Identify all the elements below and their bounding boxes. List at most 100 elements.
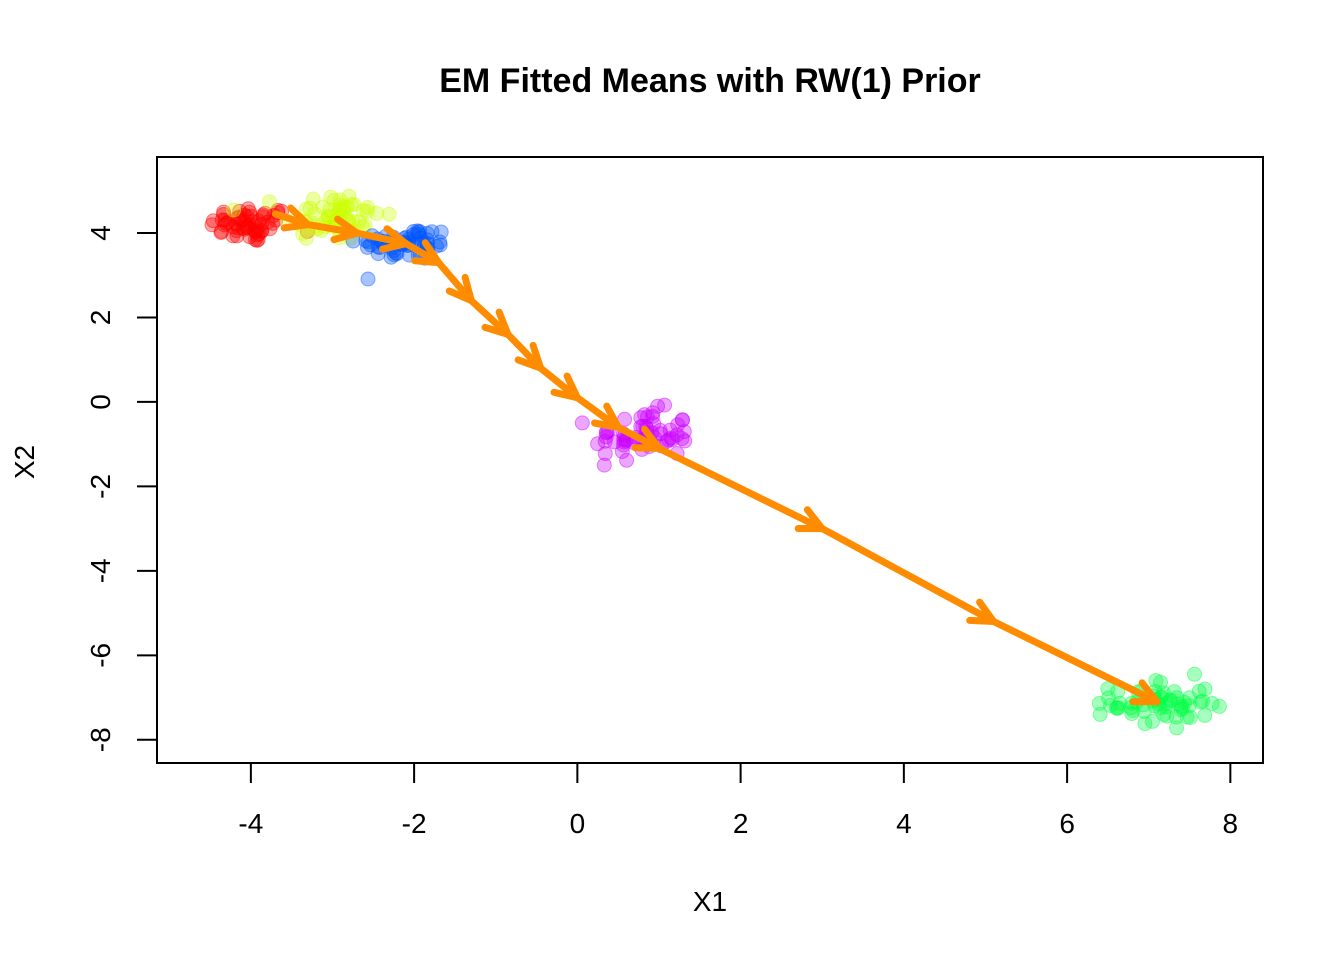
data-point xyxy=(1110,700,1126,716)
data-point xyxy=(663,430,679,446)
x-tick-label: 4 xyxy=(896,808,912,839)
data-point xyxy=(662,422,678,438)
data-point xyxy=(322,202,337,218)
data-point xyxy=(247,223,262,238)
data-point xyxy=(231,209,247,225)
data-point xyxy=(1092,706,1108,722)
data-point xyxy=(383,249,399,265)
data-point xyxy=(315,199,331,215)
data-point xyxy=(433,224,449,240)
data-point xyxy=(1182,690,1198,706)
data-point xyxy=(226,202,242,218)
data-point xyxy=(1181,698,1197,714)
data-point xyxy=(657,397,673,413)
data-point xyxy=(214,212,230,228)
x-tick-label: 0 xyxy=(570,808,586,839)
data-point xyxy=(1173,698,1189,714)
data-point xyxy=(406,224,421,239)
data-point xyxy=(251,213,267,229)
data-point xyxy=(251,226,267,242)
data-point xyxy=(410,223,425,239)
y-tick-label: -2 xyxy=(85,474,116,499)
data-point xyxy=(598,429,614,445)
data-point xyxy=(225,228,241,244)
mean-path-segment xyxy=(573,394,622,431)
data-point xyxy=(659,433,675,449)
data-point xyxy=(653,426,669,442)
mean-path-segment xyxy=(353,229,410,248)
mean-path-segment xyxy=(818,525,998,625)
data-point xyxy=(335,203,351,219)
data-point xyxy=(412,224,428,239)
data-point xyxy=(242,229,258,245)
data-point xyxy=(597,446,613,462)
data-point xyxy=(1101,690,1116,706)
data-point xyxy=(637,407,653,423)
data-point xyxy=(228,216,244,232)
data-point xyxy=(1156,707,1172,722)
data-point xyxy=(249,222,265,238)
data-point xyxy=(229,210,245,226)
data-point xyxy=(360,239,375,255)
data-point xyxy=(332,192,348,208)
data-point xyxy=(1162,692,1178,708)
data-point xyxy=(244,213,260,229)
y-axis: -8 -6 -4 -2 0 2 4 xyxy=(85,225,158,752)
data-point xyxy=(1193,694,1209,710)
data-point xyxy=(369,205,385,221)
data-point xyxy=(675,412,690,428)
data-point xyxy=(1100,681,1116,697)
data-point xyxy=(1179,709,1195,725)
data-point xyxy=(1168,709,1184,725)
data-point xyxy=(1197,707,1213,723)
data-point xyxy=(265,215,281,231)
data-point xyxy=(1191,683,1207,699)
data-point xyxy=(307,206,323,222)
data-point xyxy=(205,213,221,229)
data-point xyxy=(298,230,314,246)
data-point xyxy=(1158,699,1174,715)
chart-title: EM Fitted Means with RW(1) Prior xyxy=(439,62,981,100)
x-tick-label: 6 xyxy=(1059,808,1075,839)
data-point xyxy=(616,437,631,453)
data-point xyxy=(360,271,376,287)
data-point xyxy=(249,232,265,248)
data-point xyxy=(1211,698,1227,714)
data-point xyxy=(204,217,220,233)
data-point xyxy=(235,212,251,228)
fitted-means-path xyxy=(271,204,1161,706)
data-point xyxy=(1174,701,1190,716)
data-point xyxy=(217,212,233,228)
data-point xyxy=(411,227,427,242)
mean-path-segment xyxy=(435,259,475,305)
data-point xyxy=(1187,666,1202,682)
data-point xyxy=(1091,695,1107,711)
data-point xyxy=(225,219,241,235)
data-point xyxy=(260,214,276,230)
data-point xyxy=(240,218,256,234)
data-point xyxy=(406,227,422,243)
data-point xyxy=(241,216,257,232)
data-point xyxy=(332,197,348,213)
data-point xyxy=(1197,681,1213,697)
data-point xyxy=(213,225,229,240)
data-point xyxy=(235,220,251,236)
data-point xyxy=(247,232,263,247)
data-point xyxy=(360,199,376,215)
data-point xyxy=(670,417,686,433)
data-point xyxy=(218,216,234,231)
y-axis-label: X2 xyxy=(9,445,40,479)
data-point xyxy=(326,192,342,208)
data-point xyxy=(299,201,314,217)
data-point xyxy=(1204,696,1220,711)
data-point xyxy=(1148,673,1164,688)
data-point xyxy=(1195,693,1210,709)
data-point xyxy=(240,201,256,217)
data-point xyxy=(339,199,355,215)
data-point xyxy=(1145,713,1160,729)
data-point xyxy=(239,220,255,235)
y-tick-label: 2 xyxy=(85,310,116,326)
mean-path-segment xyxy=(467,297,512,338)
data-point xyxy=(239,208,254,224)
data-point xyxy=(597,433,613,449)
